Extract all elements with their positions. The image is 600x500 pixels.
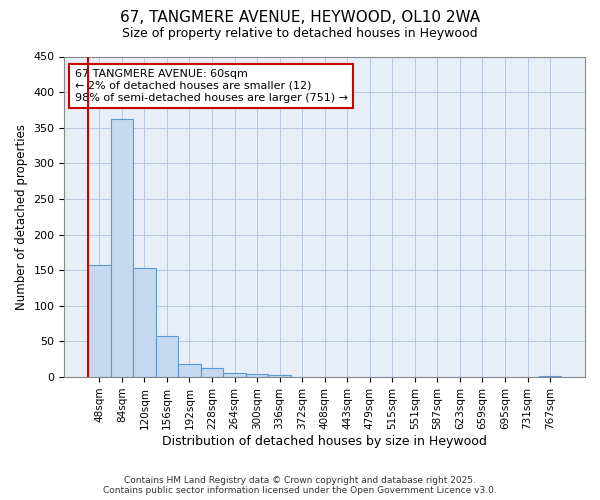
Bar bbox=[178, 364, 201, 377]
Bar bbox=[110, 119, 133, 377]
Bar bbox=[246, 374, 268, 377]
Text: 67 TANGMERE AVENUE: 60sqm
← 2% of detached houses are smaller (12)
98% of semi-d: 67 TANGMERE AVENUE: 60sqm ← 2% of detach… bbox=[75, 70, 348, 102]
Text: Contains HM Land Registry data © Crown copyright and database right 2025.
Contai: Contains HM Land Registry data © Crown c… bbox=[103, 476, 497, 495]
Bar bbox=[539, 376, 562, 377]
Bar bbox=[201, 368, 223, 377]
Bar bbox=[133, 268, 155, 377]
Text: 67, TANGMERE AVENUE, HEYWOOD, OL10 2WA: 67, TANGMERE AVENUE, HEYWOOD, OL10 2WA bbox=[120, 10, 480, 25]
Y-axis label: Number of detached properties: Number of detached properties bbox=[15, 124, 28, 310]
Bar bbox=[155, 336, 178, 377]
Bar bbox=[223, 373, 246, 377]
X-axis label: Distribution of detached houses by size in Heywood: Distribution of detached houses by size … bbox=[162, 434, 487, 448]
Bar bbox=[88, 265, 110, 377]
Bar bbox=[268, 375, 291, 377]
Text: Size of property relative to detached houses in Heywood: Size of property relative to detached ho… bbox=[122, 28, 478, 40]
